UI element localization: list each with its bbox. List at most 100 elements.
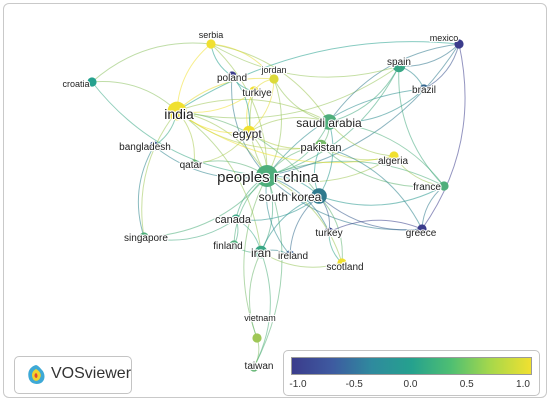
link-spain-france xyxy=(398,65,445,187)
node-label-serbia: serbia xyxy=(199,30,224,40)
link-peoples-r-china-jordan xyxy=(266,78,282,177)
links-layer xyxy=(91,41,466,368)
vosviewer-logo-text: VOSviewer xyxy=(51,365,132,382)
link-peoples-r-china-algeria xyxy=(266,155,395,183)
link-saudi-arabia-south-korea xyxy=(318,121,334,197)
color-scale-tick-label: 1.0 xyxy=(516,379,530,390)
link-singapore-bangladesh xyxy=(137,145,155,238)
link-brazil-mexico xyxy=(423,43,460,90)
node-iran[interactable] xyxy=(254,245,268,259)
link-india-croatia xyxy=(91,81,178,112)
link-india-algeria xyxy=(176,110,395,164)
link-india-spain xyxy=(176,65,400,119)
node-pakistan[interactable] xyxy=(314,139,328,153)
network-map: serbia mexico jordan spain croatia poland turk… xyxy=(61,29,466,373)
link-peoples-r-china-serbia xyxy=(210,43,268,177)
link-saudi-arabia-mexico xyxy=(328,43,460,123)
link-poland-serbia xyxy=(210,43,233,77)
node-serbia[interactable] xyxy=(206,39,216,49)
node-label-brazil: brazil xyxy=(412,85,436,96)
node-bangladesh[interactable] xyxy=(149,141,159,151)
node-label-croatia: croatia xyxy=(62,79,89,89)
node-label-vietnam: vietnam xyxy=(244,313,276,323)
node-label-poland: poland xyxy=(217,73,247,84)
color-scale-tick-label: -0.5 xyxy=(345,379,363,390)
vosviewer-logo-icon xyxy=(28,365,45,384)
link-peoples-r-china-scotland xyxy=(266,175,343,264)
node-finland[interactable] xyxy=(229,240,239,250)
link-peoples-r-china-bangladesh xyxy=(153,145,268,179)
color-scale-legend: -1.0 -0.5 0.0 0.5 1.0 xyxy=(283,350,540,396)
link-peoples-r-china-croatia xyxy=(91,81,268,177)
node-label-pakistan: pakistan xyxy=(301,142,342,154)
node-turkiye[interactable] xyxy=(249,86,259,96)
node-label-mexico: mexico xyxy=(430,33,459,43)
link-turkey-greece xyxy=(328,219,423,233)
node-singapore[interactable] xyxy=(139,232,149,242)
link-peoples-r-china-mexico xyxy=(266,43,460,177)
node-spain[interactable] xyxy=(392,59,406,73)
node-algeria[interactable] xyxy=(389,151,399,161)
link-india-jordan xyxy=(176,77,275,112)
node-egypt[interactable] xyxy=(242,125,256,139)
link-india-mexico xyxy=(176,41,460,112)
link-saudi-arabia-brazil xyxy=(328,88,425,123)
node-ireland[interactable] xyxy=(285,250,295,260)
link-south-korea-ireland xyxy=(289,195,320,256)
node-canada[interactable] xyxy=(231,214,241,224)
node-qatar[interactable] xyxy=(189,159,199,169)
node-vietnam[interactable] xyxy=(252,333,262,343)
link-iran-taiwan xyxy=(253,251,271,368)
node-turkey[interactable] xyxy=(324,227,334,237)
node-france[interactable] xyxy=(439,181,449,191)
link-pakistan-egypt xyxy=(248,131,322,149)
node-south-korea[interactable] xyxy=(311,188,327,204)
node-label-south-korea: south korea xyxy=(259,190,322,204)
link-peoples-r-china-singapore xyxy=(143,175,268,238)
node-label-turkiye: turkiye xyxy=(242,88,272,99)
node-jordan[interactable] xyxy=(269,74,279,84)
node-label-iran: iran xyxy=(251,246,271,260)
node-label-canada: canada xyxy=(215,214,252,226)
node-taiwan[interactable] xyxy=(249,362,259,372)
node-label-finland: finland xyxy=(213,241,242,252)
link-south-korea-iran xyxy=(260,195,320,253)
node-scotland[interactable] xyxy=(337,258,347,268)
link-saudi-arabia-france xyxy=(328,121,445,187)
node-label-peoples-r-china: peoples r china xyxy=(217,169,319,186)
link-peoples-r-china-india xyxy=(176,110,268,177)
link-greece-mexico xyxy=(421,43,466,230)
node-label-scotland: scotland xyxy=(326,262,363,273)
link-india-singapore xyxy=(141,110,178,238)
color-scale-tick-label: 0.5 xyxy=(459,379,474,390)
node-poland[interactable] xyxy=(227,71,237,81)
link-algeria-france xyxy=(393,155,445,187)
link-pakistan-algeria xyxy=(320,145,395,161)
node-saudi-arabia[interactable] xyxy=(321,114,337,130)
link-south-korea-france xyxy=(318,185,445,206)
node-india[interactable] xyxy=(167,101,187,121)
color-scale-tick-label: -1.0 xyxy=(289,379,307,390)
node-peoples-r-china[interactable] xyxy=(256,165,278,187)
link-saudi-arabia-serbia xyxy=(210,43,330,123)
node-label-spain: spain xyxy=(387,57,411,68)
node-label-bangladesh: bangladesh xyxy=(119,142,171,153)
link-egypt-qatar xyxy=(193,131,250,165)
node-greece[interactable] xyxy=(417,224,427,234)
link-singapore-canada xyxy=(143,218,237,241)
link-saudi-arabia-spain xyxy=(328,65,400,123)
node-label-turkey: turkey xyxy=(315,228,342,239)
node-label-egypt: egypt xyxy=(232,127,262,141)
node-mexico[interactable] xyxy=(454,39,464,49)
link-pakistan-greece xyxy=(320,145,423,230)
link-pakistan-france xyxy=(320,145,445,188)
node-croatia[interactable] xyxy=(87,77,97,87)
link-india-iran xyxy=(176,110,262,253)
node-brazil[interactable] xyxy=(419,84,429,94)
link-jordan-serbia xyxy=(210,43,275,80)
node-label-india: india xyxy=(164,106,194,122)
vosviewer-logo: VOSviewer xyxy=(14,356,132,394)
color-scale-tick-label: 0.0 xyxy=(403,379,418,390)
nodes-layer xyxy=(87,39,464,372)
color-scale-gradient xyxy=(291,357,532,375)
